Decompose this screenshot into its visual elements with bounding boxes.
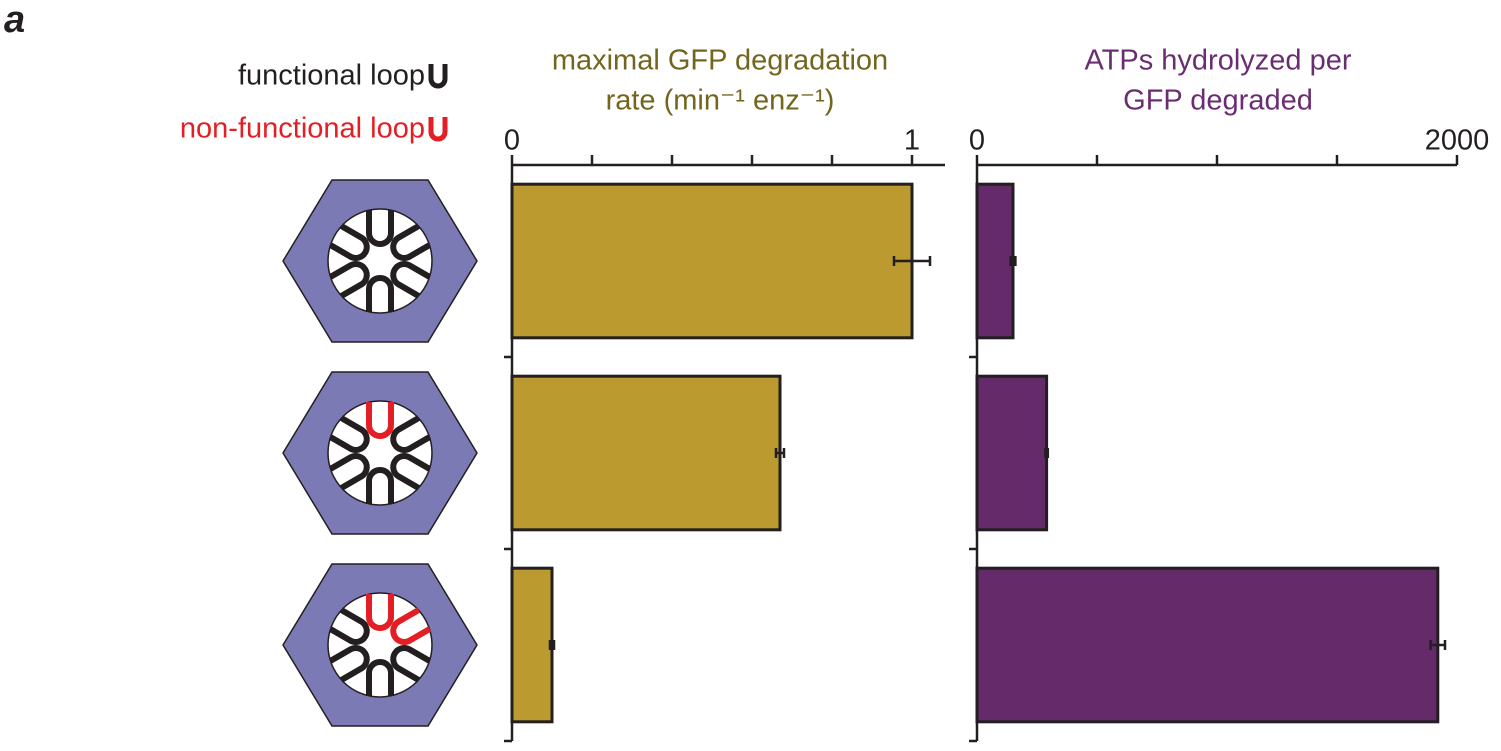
- loop: [328, 415, 370, 453]
- chart-title: ATPs hydrolyzed per: [1084, 45, 1351, 77]
- legend-icon: [428, 64, 448, 89]
- error-bar: [1044, 448, 1050, 458]
- legend-icon: [428, 117, 448, 142]
- hexagon-icon: [282, 179, 478, 343]
- x-tick-label: 0: [504, 125, 520, 157]
- loop: [366, 659, 394, 696]
- error-bar: [548, 640, 556, 650]
- legend-label: non-functional loop: [180, 113, 425, 145]
- loop: [366, 275, 394, 312]
- error-bar: [774, 448, 786, 458]
- x-tick-label: 1: [904, 125, 920, 157]
- chart-title: GFP degraded: [1123, 85, 1313, 117]
- loop: [390, 223, 432, 261]
- loop: [328, 645, 370, 683]
- bar: [975, 374, 1049, 532]
- chart-title: maximal GFP degradation: [552, 45, 888, 77]
- panel-label: a: [4, 0, 25, 41]
- error-bar: [1009, 256, 1017, 266]
- loop: [366, 402, 394, 439]
- legend-label: functional loop: [238, 60, 425, 92]
- loop: [328, 261, 370, 299]
- bar: [975, 182, 1015, 340]
- loop: [366, 467, 394, 504]
- bar: [510, 566, 554, 724]
- hexagon-icon: [282, 563, 478, 727]
- error-bar: [1429, 640, 1447, 650]
- loop: [390, 415, 432, 453]
- loop: [390, 645, 432, 683]
- loop: [366, 210, 394, 247]
- bar: [975, 566, 1440, 724]
- x-tick-label: 0: [969, 125, 985, 157]
- bar: [510, 374, 782, 532]
- loop: [390, 261, 432, 299]
- error-bar: [892, 256, 932, 266]
- loop: [390, 453, 432, 491]
- loop: [328, 453, 370, 491]
- chart-title: rate (min⁻¹ enz⁻¹): [606, 85, 835, 117]
- bar: [510, 182, 914, 340]
- loop: [366, 594, 394, 631]
- loop: [328, 223, 370, 261]
- x-tick-label: 2000: [1425, 125, 1490, 157]
- loop: [328, 607, 370, 645]
- loop: [390, 607, 432, 645]
- hexagon-icon: [282, 371, 478, 535]
